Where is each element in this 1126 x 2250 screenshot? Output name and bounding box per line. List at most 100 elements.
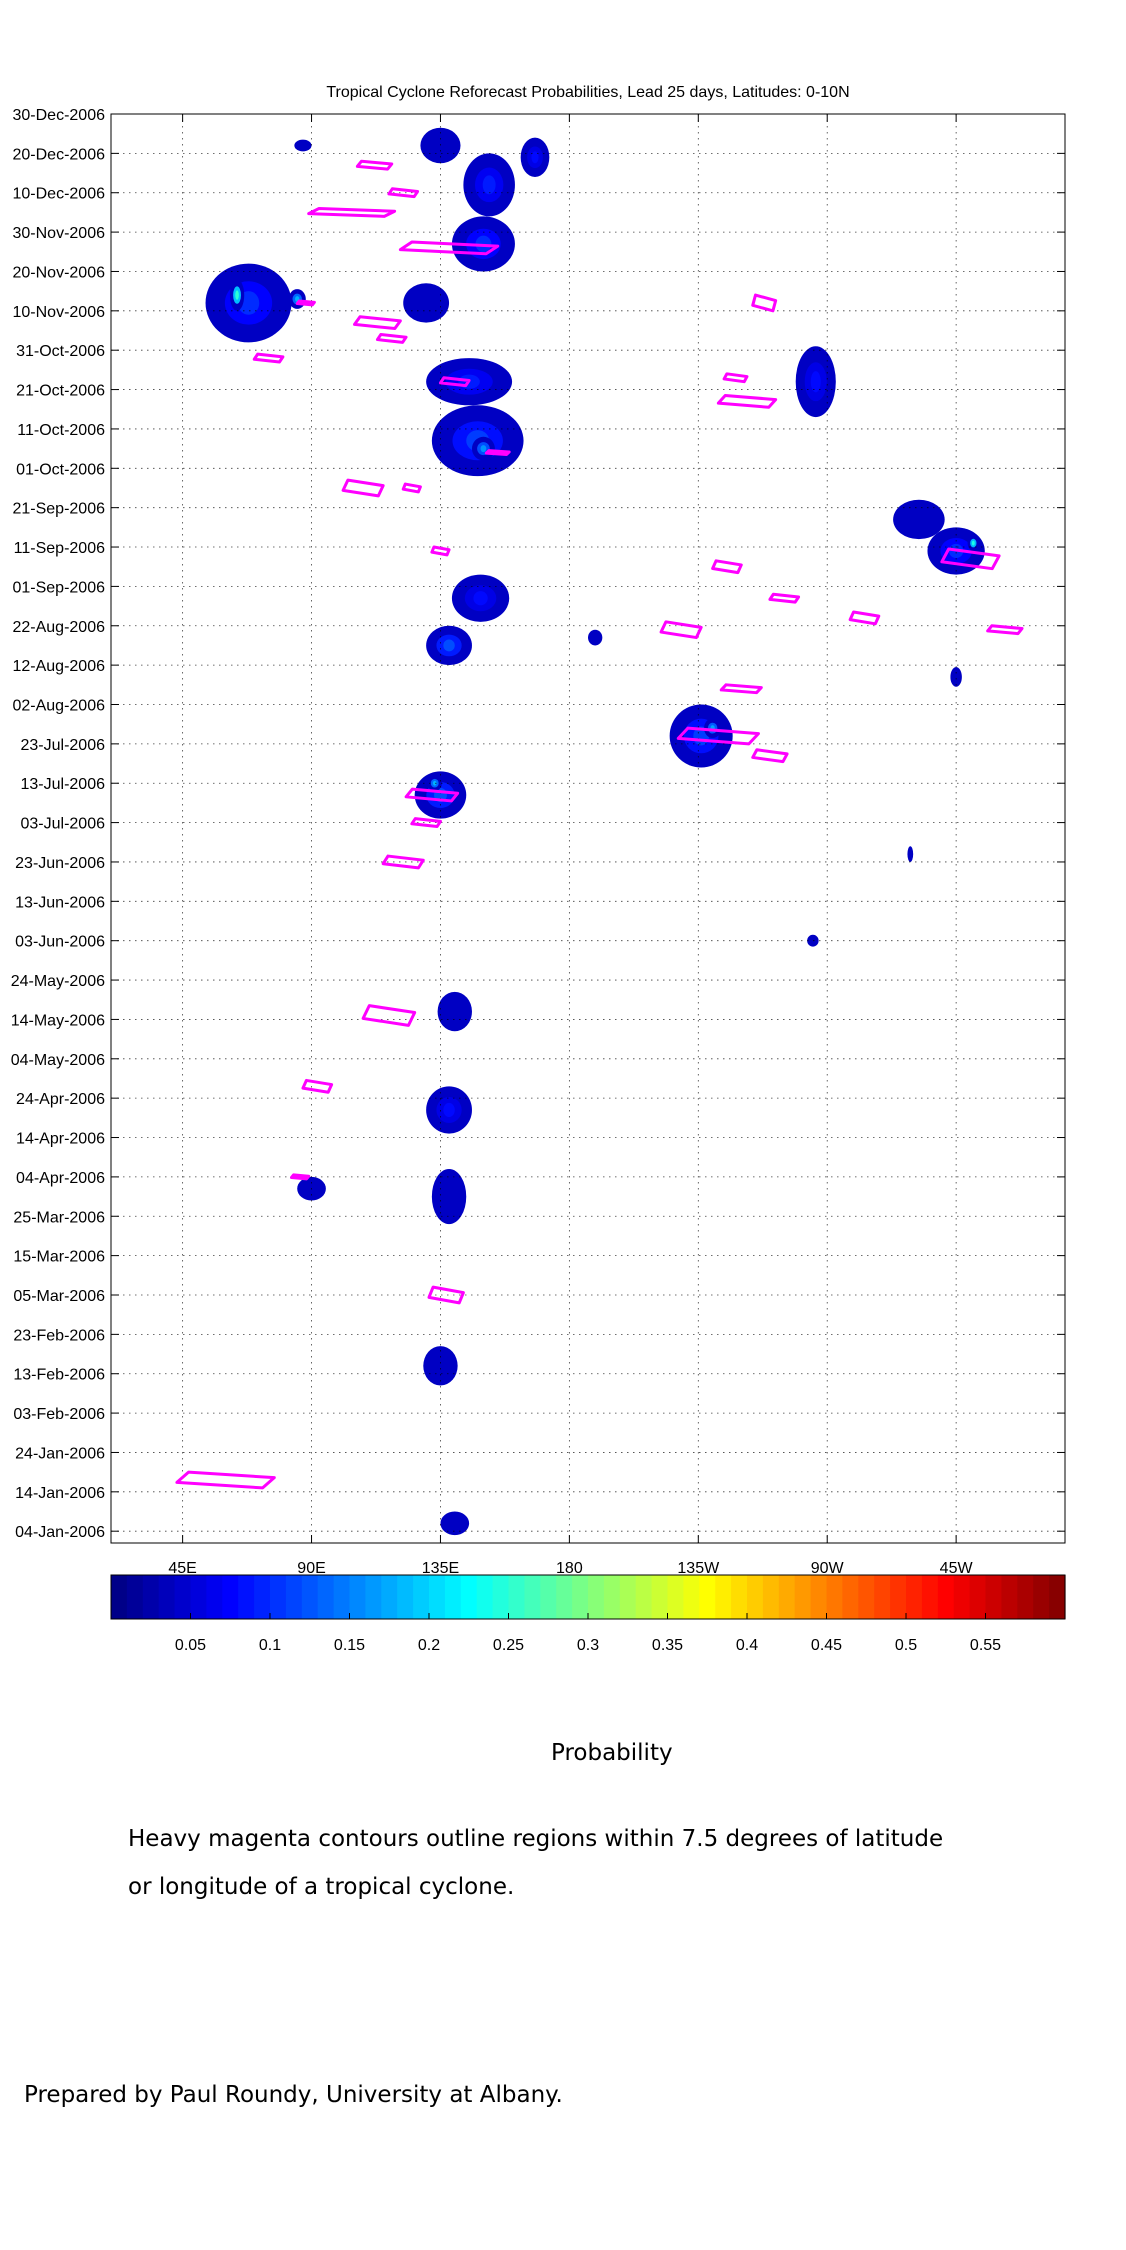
colorbar-segment	[921, 1575, 939, 1619]
colorbar-segment	[460, 1575, 478, 1619]
tc-contour	[848, 610, 881, 626]
colorbar-segment	[301, 1575, 319, 1619]
y-tick-label: 11-Oct-2006	[17, 422, 105, 439]
colorbar-segment	[476, 1575, 494, 1619]
colorbar-segment	[1001, 1575, 1018, 1619]
tc-contour	[716, 393, 778, 409]
colorbar-segment	[174, 1575, 192, 1619]
y-tick-label: 23-Feb-2006	[13, 1327, 105, 1344]
colorbar-segment	[508, 1575, 525, 1619]
colorbar-segment	[1017, 1575, 1034, 1619]
y-tick-label: 24-Jan-2006	[15, 1445, 105, 1462]
colorbar-segment	[699, 1575, 716, 1619]
tc-contour	[289, 1173, 311, 1181]
x-tick-label: 45W	[940, 1560, 974, 1577]
tc-contour	[986, 624, 1024, 636]
probability-region	[807, 934, 819, 947]
probability-peak	[531, 151, 539, 164]
y-tick-label: 21-Oct-2006	[16, 383, 105, 400]
y-tick-label: 14-Jan-2006	[15, 1485, 105, 1502]
colorbar-segment	[206, 1575, 223, 1619]
probability-region	[437, 991, 472, 1032]
tc-contour	[751, 748, 789, 764]
colorbar-segment	[731, 1575, 748, 1619]
colorbar-segment	[778, 1575, 796, 1619]
colorbar-tick-label: 0.05	[175, 1637, 206, 1654]
colorbar-tick-label: 0.1	[259, 1637, 281, 1654]
probability-peak	[235, 290, 239, 300]
y-tick-label: 30-Nov-2006	[13, 225, 106, 242]
x-tick-label: 90E	[297, 1560, 325, 1577]
y-tick-label: 25-Mar-2006	[13, 1209, 105, 1226]
caption-line-2: or longitude of a tropical cyclone.	[128, 1874, 515, 1900]
colorbar-segment	[365, 1575, 382, 1619]
colorbar-segment	[126, 1575, 144, 1619]
tc-contour	[751, 293, 778, 313]
colorbar-segment	[953, 1575, 971, 1619]
y-tick-label: 24-May-2006	[11, 973, 105, 990]
y-tick-label: 14-Apr-2006	[16, 1131, 105, 1148]
probability-region	[950, 667, 962, 687]
colorbar-tick-label: 0.45	[811, 1637, 842, 1654]
plot-frame	[110, 113, 1066, 1544]
tc-contour	[940, 547, 1001, 571]
colorbar-segment	[619, 1575, 637, 1619]
colorbar-segment	[683, 1575, 700, 1619]
colorbar-segment	[158, 1575, 176, 1619]
y-tick-label: 04-Apr-2006	[16, 1170, 105, 1187]
colorbar-segment	[842, 1575, 859, 1619]
colorbar-tick-label: 0.2	[418, 1637, 440, 1654]
tc-contour	[398, 240, 500, 256]
colorbar-segment	[444, 1575, 462, 1619]
y-tick-label: 03-Jul-2006	[21, 816, 106, 833]
colorbar-segment	[524, 1575, 541, 1619]
y-tick-label: 05-Mar-2006	[13, 1288, 105, 1305]
probability-peak	[432, 780, 437, 786]
colorbar-segment	[969, 1575, 987, 1619]
colorbar-segment	[413, 1575, 430, 1619]
tc-contour	[722, 372, 749, 384]
tc-contour	[404, 787, 460, 803]
y-tick-label: 02-Aug-2006	[12, 697, 105, 714]
colorbar-segment	[429, 1575, 446, 1619]
probability-peak	[473, 591, 488, 606]
tc-contour	[381, 854, 425, 870]
probability-field	[205, 127, 985, 1536]
tc-contour	[307, 206, 397, 218]
tc-contour	[341, 478, 385, 498]
colorbar-segment	[906, 1575, 923, 1619]
tc-contour	[252, 352, 285, 364]
tc-contour	[410, 817, 442, 829]
colorbar-segment	[1049, 1575, 1066, 1619]
probability-peak	[482, 175, 496, 195]
colorbar-tick-label: 0.3	[577, 1637, 599, 1654]
probability-peak	[443, 639, 455, 652]
tc-contour	[719, 683, 763, 695]
colorbar-segment	[111, 1575, 128, 1619]
colorbar-segment	[667, 1575, 684, 1619]
plot-background	[111, 114, 1065, 1543]
tc-contour	[427, 1285, 465, 1305]
tc-contour	[676, 726, 760, 746]
colorbar-segment	[572, 1575, 589, 1619]
tc-contour	[401, 482, 422, 494]
colorbar-segment	[747, 1575, 764, 1619]
probability-region	[588, 629, 603, 646]
y-tick-label: 04-Jan-2006	[15, 1524, 105, 1541]
colorbar-segment	[222, 1575, 239, 1619]
tc-contour	[175, 1470, 276, 1490]
y-tick-label: 15-Mar-2006	[13, 1249, 105, 1266]
colorbar-tick-label: 0.35	[652, 1637, 683, 1654]
y-tick-label: 13-Feb-2006	[13, 1367, 105, 1384]
probability-peak	[971, 540, 975, 546]
probability-region	[403, 283, 450, 323]
tc-contour	[768, 592, 801, 604]
tc-contour	[361, 1004, 417, 1027]
tc-contour	[295, 299, 316, 307]
probability-peak	[810, 371, 821, 393]
tc-contour	[711, 559, 743, 575]
y-tick-label: 21-Sep-2006	[12, 501, 105, 518]
chart-title: Tropical Cyclone Reforecast Probabilitie…	[326, 84, 849, 101]
colorbar-segment	[333, 1575, 351, 1619]
